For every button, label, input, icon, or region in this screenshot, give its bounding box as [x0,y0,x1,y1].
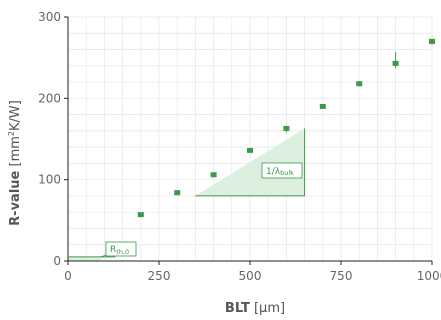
x-tick-label: 0 [64,269,72,283]
data-point [356,81,363,87]
rth0-fill [68,256,101,261]
rth0-label-box [105,241,137,257]
data-point [283,125,290,131]
data-point [210,172,217,178]
data-point [137,212,144,218]
annotations [68,128,306,258]
data-points [137,38,435,218]
svg-text:1/λbulk: 1/λbulk [266,167,294,177]
axes [64,16,433,265]
annotation-fills [68,128,305,261]
svg-text:Rth,0: Rth,0 [110,245,129,256]
data-point [392,60,399,66]
data-point [174,190,181,196]
rth0-label: Rth,0 [105,241,137,257]
x-tick-label: 500 [239,269,262,283]
data-point [429,38,435,44]
y-tick-label: 100 [38,173,61,187]
x-tick-label: 750 [330,269,353,283]
x-axis-title: BLT [µm] [225,301,285,316]
x-tick-label: 250 [148,269,171,283]
data-point [247,147,253,153]
rth0-label-text: R [110,245,116,255]
y-tick-label: 0 [53,254,61,268]
y-tick-label: 200 [38,91,61,105]
data-point [319,103,326,109]
slope-label: 1/λbulk [261,162,303,179]
slope-triangle-fill [195,128,305,196]
slope-label-box [261,162,303,179]
slope-label-sub: bulk [280,169,294,177]
grid-lines [67,16,433,262]
slope-label-text: 1/λ [266,167,281,177]
y-axis-title: R-value [mm2K/W] [7,100,23,226]
y-tick-label: 300 [38,10,61,24]
rth0-label-sub: th,0 [116,248,129,256]
